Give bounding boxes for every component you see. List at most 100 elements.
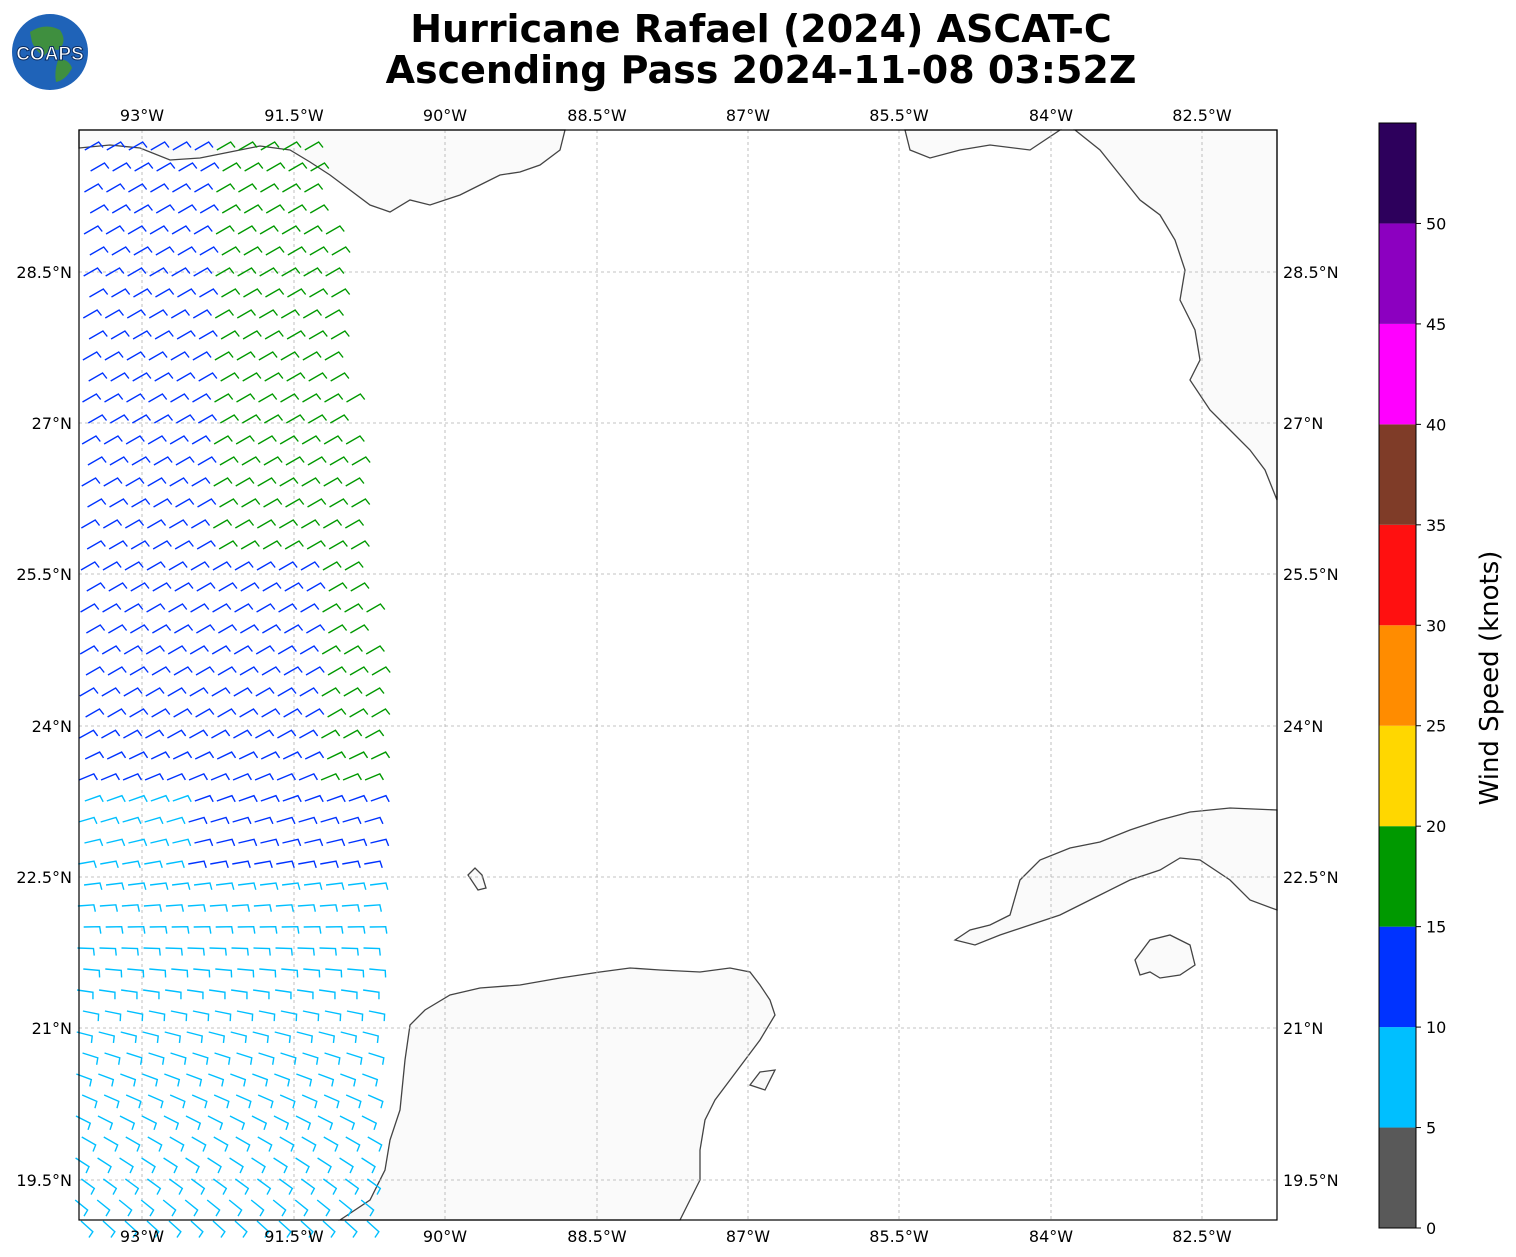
wind-barb	[166, 816, 186, 825]
wind-barb	[258, 1052, 275, 1065]
wind-barb	[235, 477, 255, 487]
wind-barb	[84, 751, 105, 760]
wind-barb	[215, 267, 235, 277]
wind-barb	[111, 246, 131, 256]
wind-barb	[221, 204, 241, 214]
wind-barb	[231, 989, 248, 1000]
wind-barb	[192, 309, 213, 319]
wind-barb	[328, 624, 348, 634]
wind-barb	[254, 772, 274, 781]
wind-barb	[303, 882, 323, 890]
wind-barb	[198, 372, 218, 382]
wind-barb	[297, 904, 317, 912]
lat-tick-label-left: 25.5°N	[16, 565, 72, 584]
wind-barb	[282, 751, 303, 760]
wind-barb	[126, 1052, 143, 1065]
wind-barb	[364, 860, 383, 869]
wind-barb	[82, 309, 103, 319]
wind-barb	[122, 772, 142, 781]
wind-barb	[236, 309, 257, 319]
wind-barb	[102, 1178, 118, 1195]
wind-barb	[238, 838, 258, 847]
wind-barb	[244, 162, 264, 172]
wind-barb	[184, 1199, 199, 1217]
wind-barb	[108, 540, 128, 550]
wind-barb	[238, 141, 258, 151]
colorbar-tick-label: 25	[1426, 717, 1446, 736]
coastline-yucatan	[337, 967, 776, 1221]
wind-barb	[210, 772, 230, 781]
wind-barb	[156, 162, 176, 172]
wind-barb	[196, 540, 216, 550]
wind-barb	[280, 351, 300, 361]
wind-barb	[81, 477, 101, 487]
wind-barb	[104, 309, 125, 319]
wind-barb	[298, 816, 318, 825]
wind-barb	[143, 904, 163, 912]
wind-barb	[281, 882, 301, 890]
wind-barb	[219, 498, 239, 508]
wind-barb	[149, 267, 169, 277]
wind-barb	[82, 351, 102, 361]
wind-barb	[146, 1220, 160, 1238]
wind-barb	[295, 1157, 310, 1174]
wind-barb	[278, 561, 298, 571]
wind-barb	[321, 687, 341, 697]
wind-barb	[75, 1115, 92, 1131]
wind-barb	[130, 540, 150, 550]
wind-barb	[243, 288, 263, 298]
wind-barb	[84, 794, 104, 803]
wind-barb	[262, 624, 282, 634]
wind-barb	[153, 414, 174, 424]
wind-barb	[79, 729, 99, 739]
wind-barb	[123, 687, 143, 697]
wind-barb	[195, 708, 215, 718]
wind-barb	[127, 882, 147, 890]
wind-barb	[309, 246, 329, 256]
wind-barb	[112, 162, 132, 172]
wind-barb	[233, 687, 253, 697]
wind-barb	[147, 435, 167, 445]
wind-barb	[254, 816, 274, 825]
wind-barb	[288, 162, 308, 172]
wind-barb	[86, 540, 106, 550]
wind-barb	[149, 882, 169, 890]
wind-barb	[256, 1220, 270, 1238]
lon-tick-label-bottom: 84°W	[1029, 1227, 1073, 1246]
wind-barb	[310, 162, 330, 172]
wind-barb	[303, 225, 323, 235]
wind-barb	[210, 816, 230, 825]
wind-barb	[83, 968, 101, 978]
wind-barb	[163, 1115, 180, 1131]
lon-tick-label-bottom: 87°W	[726, 1227, 770, 1246]
colorbar-tick-label: 50	[1426, 214, 1446, 233]
wind-barb	[172, 751, 193, 760]
wind-barb	[338, 1199, 353, 1217]
wind-barb	[188, 860, 207, 869]
wind-barb	[256, 1178, 272, 1195]
wind-barb	[281, 926, 300, 934]
wind-barb	[230, 1073, 247, 1087]
wind-barb	[155, 246, 175, 256]
wind-barb	[198, 330, 218, 340]
wind-barb	[251, 1115, 268, 1131]
wind-barb	[84, 838, 104, 847]
wind-barb	[234, 603, 254, 613]
wind-barb	[273, 1157, 288, 1174]
wind-barb	[259, 968, 277, 978]
wind-barb	[105, 267, 125, 277]
wind-barb	[370, 794, 390, 803]
lat-tick-label-right: 27°N	[1283, 414, 1323, 433]
wind-barb	[106, 141, 126, 151]
wind-barb	[369, 882, 389, 890]
wind-barb	[109, 456, 129, 466]
wind-barb	[174, 540, 194, 550]
wind-barb	[192, 351, 212, 361]
wind-barb	[126, 309, 147, 319]
wind-barb	[363, 904, 383, 912]
wind-barb	[241, 498, 261, 508]
wind-barb	[124, 519, 145, 529]
wind-barb	[232, 816, 252, 825]
wind-barb	[78, 860, 97, 869]
